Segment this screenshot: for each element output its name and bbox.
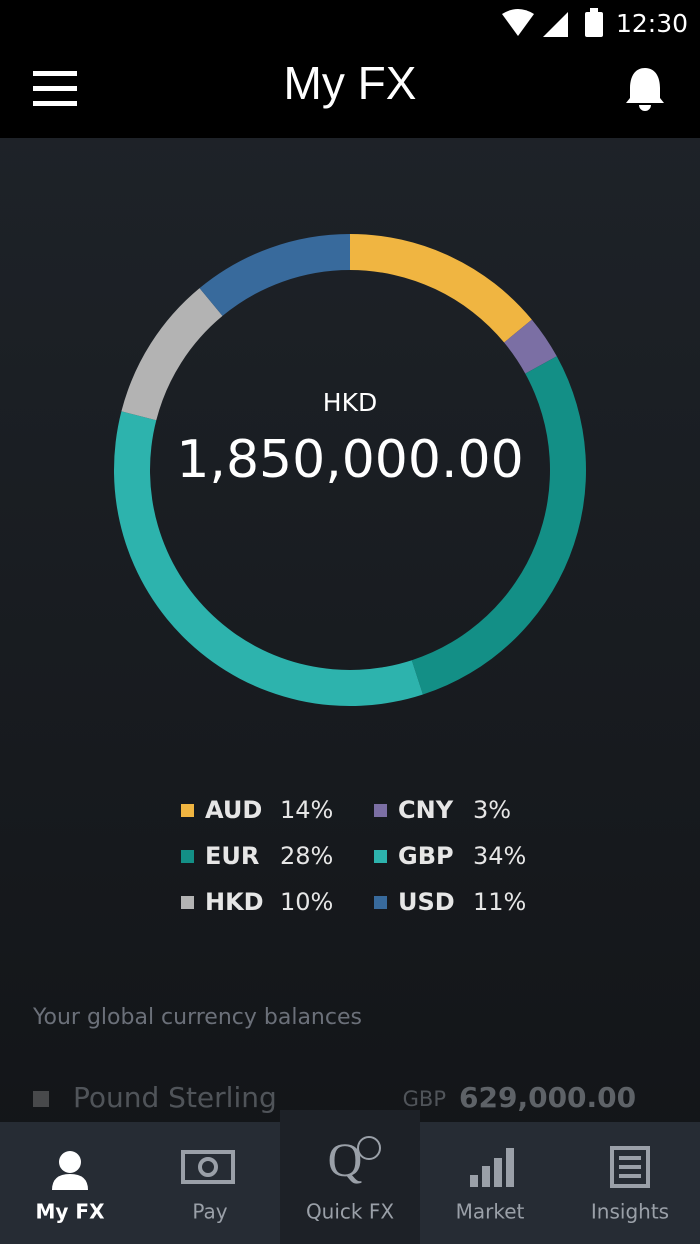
balance-code: GBP	[403, 1087, 446, 1111]
donut-segment	[504, 319, 557, 374]
legend-swatch	[181, 804, 194, 817]
battery-icon	[585, 12, 603, 37]
legend: AUD 14% CNY 3% EUR 28% GBP 34% HKD 10% USD 11%	[181, 796, 526, 916]
header-title: My FX	[284, 57, 417, 109]
balance-name: Pound Sterling	[73, 1081, 277, 1114]
legend-swatch	[374, 850, 387, 863]
nav-items: My FX Pay Quick FX Market Insights	[36, 1200, 670, 1224]
legend-value: 14%	[280, 796, 333, 824]
donut-segment	[121, 288, 223, 421]
battery-tip	[590, 8, 598, 13]
menu-line	[33, 86, 77, 91]
icon-part	[357, 1136, 381, 1160]
donut-segment	[114, 411, 423, 706]
icon-quickfx: Q	[328, 1134, 381, 1187]
notification-bell[interactable]	[626, 68, 664, 111]
status-time: 12:30	[616, 9, 688, 38]
menu-button[interactable]	[33, 71, 77, 106]
nav-quick-fx-bg	[280, 1110, 420, 1244]
icon-market	[470, 1148, 514, 1187]
legend-value: 3%	[473, 796, 511, 824]
legend-label: USD	[398, 888, 455, 916]
icon-pay	[181, 1150, 235, 1184]
icon-part	[506, 1148, 514, 1187]
nav-label[interactable]: Insights	[591, 1200, 669, 1224]
legend-value: 28%	[280, 842, 333, 870]
legend-value: 34%	[473, 842, 526, 870]
icon-part	[181, 1150, 235, 1184]
center-label: HKD	[323, 388, 377, 417]
icon-part	[59, 1151, 81, 1173]
icon-part: Q	[328, 1134, 363, 1187]
menu-line	[33, 71, 77, 76]
balances-heading: Your global currency balances	[32, 1005, 362, 1030]
legend-label: GBP	[398, 842, 454, 870]
icon-part	[198, 1157, 218, 1177]
legend-label: CNY	[398, 796, 454, 824]
legend-swatch	[374, 896, 387, 909]
icon-part	[470, 1175, 478, 1187]
legend-swatch	[181, 896, 194, 909]
nav-label[interactable]: My FX	[36, 1200, 106, 1224]
legend-value: 11%	[473, 888, 526, 916]
icon-insights	[610, 1146, 650, 1188]
legend-label: HKD	[205, 888, 264, 916]
signal-icon	[543, 12, 568, 37]
nav-label[interactable]: Pay	[192, 1200, 227, 1224]
legend-swatch	[374, 804, 387, 817]
legend-label: AUD	[205, 796, 262, 824]
balance-amount: 629,000.00	[459, 1081, 636, 1114]
legend-label: EUR	[205, 842, 259, 870]
icon-part	[52, 1174, 88, 1190]
balance-swatch	[33, 1091, 49, 1107]
icon-part	[619, 1156, 641, 1178]
donut-segment	[350, 234, 532, 343]
top-bar	[0, 0, 700, 138]
icon-myfx	[52, 1151, 88, 1190]
legend-value: 10%	[280, 888, 333, 916]
menu-line	[33, 101, 77, 106]
balance-row[interactable]: Pound Sterling GBP 629,000.00	[33, 1081, 636, 1114]
icon-part	[482, 1166, 490, 1187]
nav-label[interactable]: Quick FX	[306, 1200, 394, 1224]
center-value: 1,850,000.00	[176, 430, 523, 490]
legend-swatch	[181, 850, 194, 863]
wifi-icon	[502, 9, 534, 36]
donut-chart	[114, 234, 586, 706]
donut-segment	[199, 234, 350, 316]
donut-segment	[411, 356, 586, 695]
icon-part	[494, 1158, 502, 1187]
nav-label[interactable]: Market	[456, 1200, 525, 1224]
icon-part	[610, 1146, 650, 1188]
